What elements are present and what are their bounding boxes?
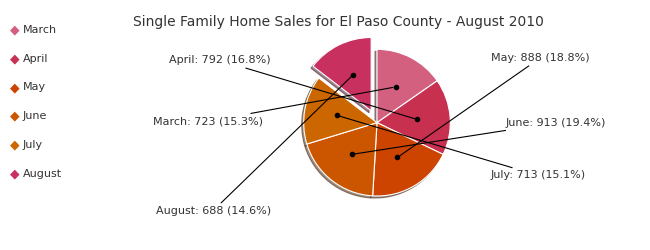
Text: ◆: ◆ (10, 138, 19, 151)
Text: ◆: ◆ (10, 81, 19, 94)
Text: August: August (23, 169, 62, 179)
Text: April: 792 (16.8%): April: 792 (16.8%) (169, 55, 415, 119)
Text: ◆: ◆ (10, 24, 19, 36)
Wedge shape (307, 123, 377, 196)
Text: March: 723 (15.3%): March: 723 (15.3%) (153, 88, 393, 126)
Wedge shape (304, 78, 377, 144)
Wedge shape (377, 49, 437, 123)
Text: July: 713 (15.1%): July: 713 (15.1%) (340, 116, 586, 180)
Wedge shape (372, 123, 443, 196)
Text: March: March (23, 25, 57, 35)
Text: June: June (23, 111, 47, 121)
Text: June: 913 (19.4%): June: 913 (19.4%) (355, 118, 606, 154)
Text: July: July (23, 140, 43, 150)
Text: April: April (23, 54, 48, 64)
Text: ◆: ◆ (10, 110, 19, 123)
Text: May: 888 (18.8%): May: 888 (18.8%) (400, 53, 590, 156)
Wedge shape (313, 38, 371, 111)
Text: August: 688 (14.6%): August: 688 (14.6%) (155, 76, 351, 216)
Text: ◆: ◆ (10, 52, 19, 65)
Text: May: May (23, 82, 46, 92)
Text: ◆: ◆ (10, 167, 19, 180)
Wedge shape (377, 81, 450, 154)
Text: Single Family Home Sales for El Paso County - August 2010: Single Family Home Sales for El Paso Cou… (133, 15, 543, 29)
